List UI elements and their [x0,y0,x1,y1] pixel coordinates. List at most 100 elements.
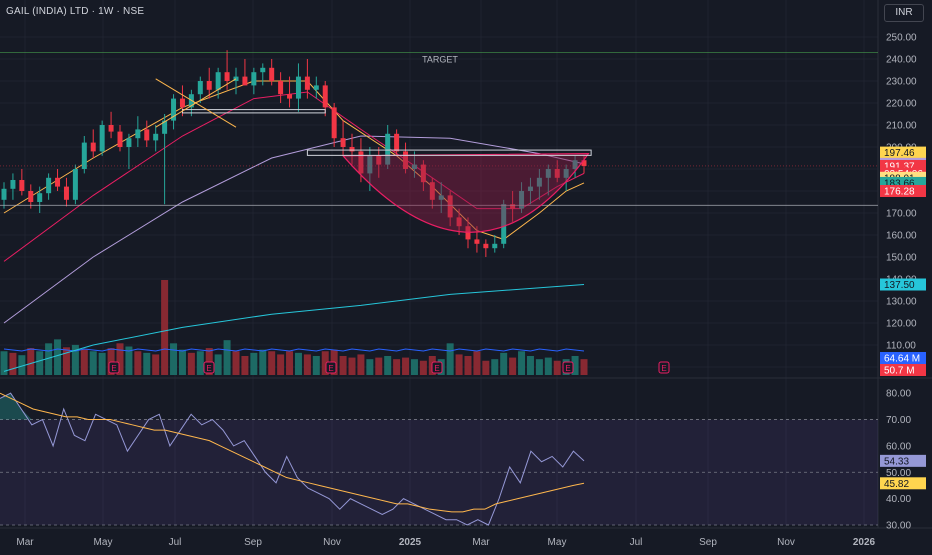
rsi-tick-label: 30.00 [886,521,911,532]
volume-bar [580,359,588,375]
volume-bar [482,360,490,375]
volume-bar [45,343,53,375]
earnings-marker [431,361,443,374]
earnings-marker-label: E [434,364,439,373]
candle-body [99,125,105,152]
volume-bar [384,356,392,375]
candle-body [331,107,337,139]
candle-body [429,182,435,200]
volume-bar [339,356,347,375]
candle-body [10,180,16,189]
volume-bar [473,351,481,375]
candle-body [385,133,391,165]
candle-body [90,142,96,152]
rsi-tick-label: 60.00 [886,441,911,452]
price-badge-label: 176.28 [884,187,915,198]
volume-badge [880,352,926,364]
rsi-tick-label: 80.00 [886,389,911,400]
candle-body [171,98,177,121]
rsi-badge [880,477,926,490]
candle-body [224,72,230,81]
price-badge-label: 137.50 [884,280,915,291]
price-badge-label: 197.46 [884,148,915,159]
volume-bar [535,359,543,375]
volume-bar [196,351,204,375]
axes: 250.00240.00230.00220.00210.00200.00190.… [16,33,926,548]
candle-body [55,177,61,187]
earnings-marker [108,361,120,374]
volume-bar [161,280,169,375]
volume-bar [214,354,222,375]
volume-bar [143,352,151,375]
candle-body [519,191,525,209]
candle-body [563,169,569,178]
candle-body [358,151,364,174]
candle-body [554,169,560,178]
volume-bar [464,356,472,375]
volume-bar [321,351,329,375]
symbol-title[interactable]: GAIL (INDIA) LTD · 1W · NSE [6,6,145,17]
candle-body [179,98,185,108]
volume-bar [80,349,88,375]
volume-bar [18,355,26,375]
candle-body [483,243,489,249]
resistance-box [181,109,326,114]
cup-pattern [341,152,590,233]
currency-button[interactable]: INR [884,4,924,22]
candle-body [527,186,533,191]
price-tick-label: 220.00 [886,99,917,110]
candle-body [251,72,257,86]
volume-bar [393,359,401,375]
price-badge-label: 191.37 [884,161,915,172]
time-tick-label: Jul [630,537,643,548]
candle-body [456,217,462,227]
candle-body [63,186,69,200]
candle-body [260,67,266,73]
candle-body [1,188,7,200]
ma-line-ma200 [3,284,585,372]
candle-body [447,195,453,218]
price-badge [880,278,926,291]
volume-bar [268,351,276,375]
volume-bar [544,357,552,375]
candle-body [278,81,284,95]
candle-body [46,177,52,194]
volume-bar [455,354,463,375]
candle-body [117,131,123,147]
volume-bar [259,349,267,375]
candle-body [510,204,516,209]
candle-body [313,85,319,90]
candle-body [322,85,328,108]
volume-bar [294,352,302,375]
time-tick-label: Mar [16,537,34,548]
candle-body [420,164,426,183]
volume-bar [402,357,410,375]
price-tick-label: 110.00 [886,341,916,352]
rsi-badge-label: 45.82 [884,479,909,490]
candle-body [394,133,400,152]
volume-bar [152,354,160,375]
candle-body [144,129,150,141]
price-tick-label: 230.00 [886,77,917,88]
volume-bar [518,351,526,375]
volume-bar [241,356,249,375]
earnings-marker-label: E [206,364,211,373]
candle-body [269,67,275,81]
time-tick-label: Nov [777,537,795,548]
time-tick-label: 2026 [853,537,876,548]
earnings-marker [325,361,337,374]
time-tick-label: Jul [169,537,182,548]
candle-body [403,151,409,169]
volume-bar [348,357,356,375]
candle-body [37,193,43,202]
volume-bar [500,352,508,375]
target-label: TARGET [422,54,458,64]
volume-badge-label: 64.64 M [884,354,920,365]
volume-bar [71,344,79,375]
volume-bar [134,351,142,375]
candle-body [197,81,203,95]
candle-body [304,76,310,90]
